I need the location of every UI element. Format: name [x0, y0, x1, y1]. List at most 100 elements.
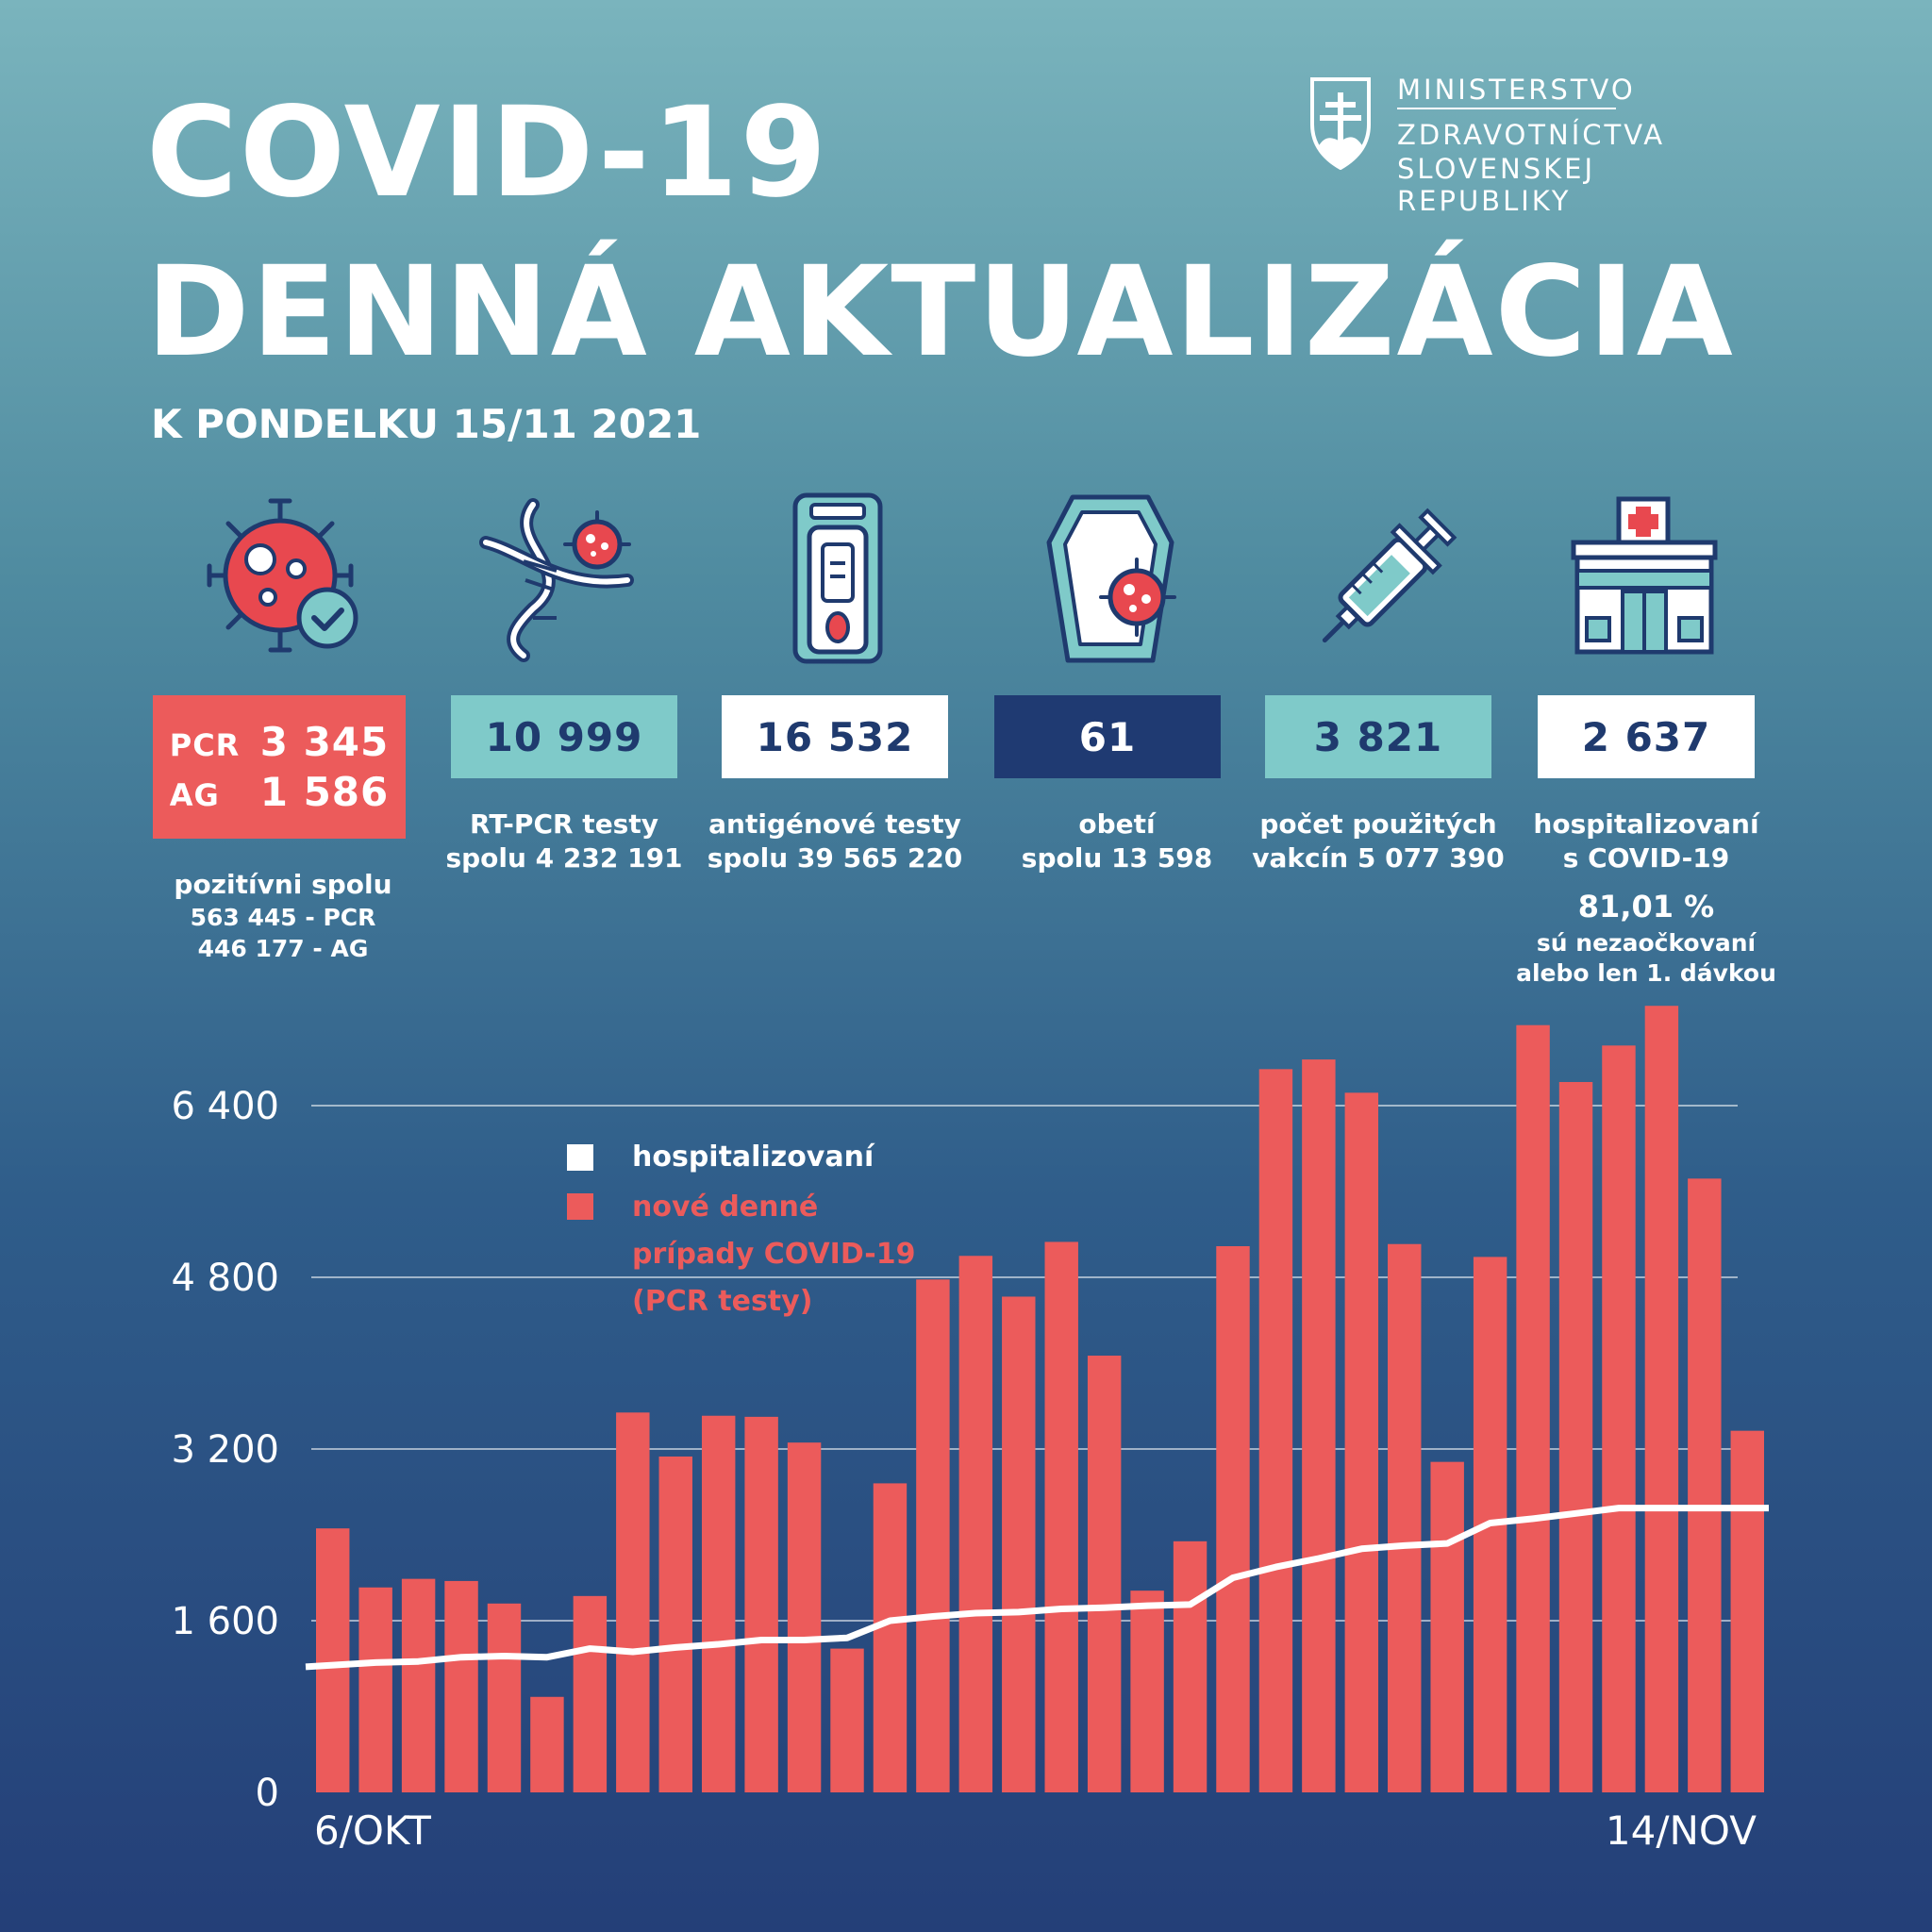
hospital-desc-line1: hospitalizovaní	[1533, 808, 1759, 840]
legend-cases-label-line2: prípady COVID-19	[632, 1238, 916, 1271]
pcr-label: PCR	[169, 727, 241, 763]
bar	[1258, 1069, 1293, 1792]
ministry-line1: MINISTERSTVO	[1397, 74, 1636, 106]
antigen-tests-box: 16 532	[722, 695, 948, 778]
bar	[616, 1412, 650, 1792]
hospital-pct-line1: sú nezaočkovaní	[1536, 929, 1757, 957]
bar	[1130, 1591, 1164, 1792]
antigen-value: 16 532	[756, 713, 914, 760]
date-subtitle: K PONDELKU 15/11 2021	[151, 401, 702, 447]
coffin-icon	[1046, 494, 1176, 663]
y-tick-label: 3 200	[171, 1428, 279, 1472]
vaccines-desc-line2: vakcín 5 077 390	[1252, 842, 1505, 874]
dna-virus-icon	[479, 498, 634, 662]
hospital-desc-line2: s COVID-19	[1562, 842, 1730, 874]
bar	[1216, 1246, 1250, 1792]
crest-icon	[1310, 77, 1371, 170]
antigen-desc-line1: antigénové testy	[708, 808, 961, 840]
deaths-desc-line2: spolu 13 598	[1021, 842, 1213, 874]
hospital-pct: 81,01 %	[1577, 889, 1715, 924]
x-end-label: 14/NOV	[1606, 1807, 1757, 1854]
ministry-underline	[1397, 108, 1616, 109]
bar	[487, 1603, 522, 1792]
legend-cases-label-line3: (PCR testy)	[632, 1285, 812, 1318]
rtpcr-tests-box: 10 999	[451, 695, 677, 778]
bar	[1516, 1024, 1550, 1792]
bar	[530, 1696, 564, 1792]
ag-label: AG	[169, 777, 220, 813]
bar	[1302, 1059, 1336, 1792]
bar	[787, 1442, 822, 1792]
hospital-pct-line2: alebo len 1. dávkou	[1516, 959, 1776, 987]
y-tick-label: 1 600	[171, 1600, 279, 1643]
bar	[830, 1648, 864, 1792]
bar	[1087, 1356, 1122, 1792]
bar	[658, 1456, 692, 1792]
vaccines-box: 3 821	[1265, 695, 1491, 778]
ministry-line2: ZDRAVOTNÍCTVA	[1397, 119, 1666, 151]
vaccines-value: 3 821	[1313, 713, 1443, 760]
ag-value: 1 586	[259, 769, 390, 815]
bar	[1173, 1541, 1208, 1792]
bar	[444, 1580, 478, 1792]
legend-hospitalized-swatch	[567, 1144, 593, 1171]
bar	[358, 1587, 392, 1792]
bar	[744, 1416, 778, 1792]
bar	[1602, 1045, 1636, 1792]
x-start-label: 6/OKT	[314, 1807, 431, 1854]
bar	[1688, 1178, 1722, 1792]
hospitalized-value: 2 637	[1581, 713, 1711, 760]
y-tick-label: 4 800	[171, 1257, 279, 1300]
antigen-test-icon	[792, 492, 883, 664]
y-tick-label: 6 400	[171, 1085, 279, 1128]
hospitalized-line	[305, 1505, 1769, 1671]
legend: hospitalizovaní nové denné prípady COVID…	[567, 1141, 916, 1318]
bar	[1002, 1296, 1036, 1792]
deaths-value: 61	[1078, 713, 1137, 760]
page-title: COVID-19	[146, 80, 829, 225]
page-title-line2: DENNÁ AKTUALIZÁCIA	[146, 240, 1735, 385]
bar	[1558, 1081, 1593, 1792]
legend-cases-label-line1: nové denné	[632, 1191, 818, 1224]
rtpcr-desc-line2: spolu 4 232 191	[445, 842, 683, 874]
bar	[958, 1256, 993, 1792]
rtpcr-desc-line1: RT-PCR testy	[470, 808, 658, 840]
positive-desc-line2: 563 445 - PCR	[190, 904, 376, 931]
deaths-desc-line1: obetí	[1078, 808, 1156, 840]
virus-check-icon	[207, 498, 358, 653]
vaccines-desc: počet použitých vakcín 5 077 390	[1241, 808, 1515, 875]
syringe-icon	[1322, 508, 1457, 643]
hospital-desc: hospitalizovaní s COVID-19 81,01 % sú ne…	[1509, 808, 1783, 989]
deaths-box: 61	[994, 695, 1221, 778]
positive-desc: pozitívni spolu 563 445 - PCR 446 177 - …	[151, 868, 415, 964]
pcr-value: 3 345	[259, 719, 390, 765]
bar	[1644, 1006, 1679, 1792]
positive-desc-line3: 446 177 - AG	[197, 935, 369, 962]
bar	[916, 1279, 950, 1792]
y-tick-label: 0	[256, 1772, 279, 1815]
legend-cases-swatch	[567, 1193, 593, 1220]
bar	[1388, 1243, 1422, 1792]
hospitalized-box: 2 637	[1538, 695, 1755, 778]
bar	[873, 1483, 908, 1792]
bar	[315, 1528, 350, 1792]
bar	[1344, 1092, 1379, 1792]
bar	[401, 1578, 436, 1792]
antigen-desc: antigénové testy spolu 39 565 220	[693, 808, 976, 875]
rtpcr-desc: RT-PCR testy spolu 4 232 191	[432, 808, 696, 875]
bar	[701, 1415, 736, 1792]
ministry-logo: MINISTERSTVO ZDRAVOTNÍCTVA SLOVENSKEJ RE…	[1307, 74, 1778, 217]
hospital-icon	[1571, 496, 1718, 655]
positive-cases-box: PCR 3 345 AG 1 586	[153, 695, 406, 839]
bar	[1044, 1241, 1078, 1792]
legend-hospitalized-label: hospitalizovaní	[632, 1141, 875, 1174]
vaccines-desc-line1: počet použitých	[1259, 808, 1497, 840]
bar	[573, 1595, 608, 1792]
rtpcr-value: 10 999	[485, 713, 643, 760]
bar	[1430, 1461, 1464, 1792]
deaths-desc: obetí spolu 13 598	[985, 808, 1249, 875]
antigen-desc-line2: spolu 39 565 220	[707, 842, 963, 874]
ministry-line3: SLOVENSKEJ REPUBLIKY	[1397, 153, 1596, 217]
